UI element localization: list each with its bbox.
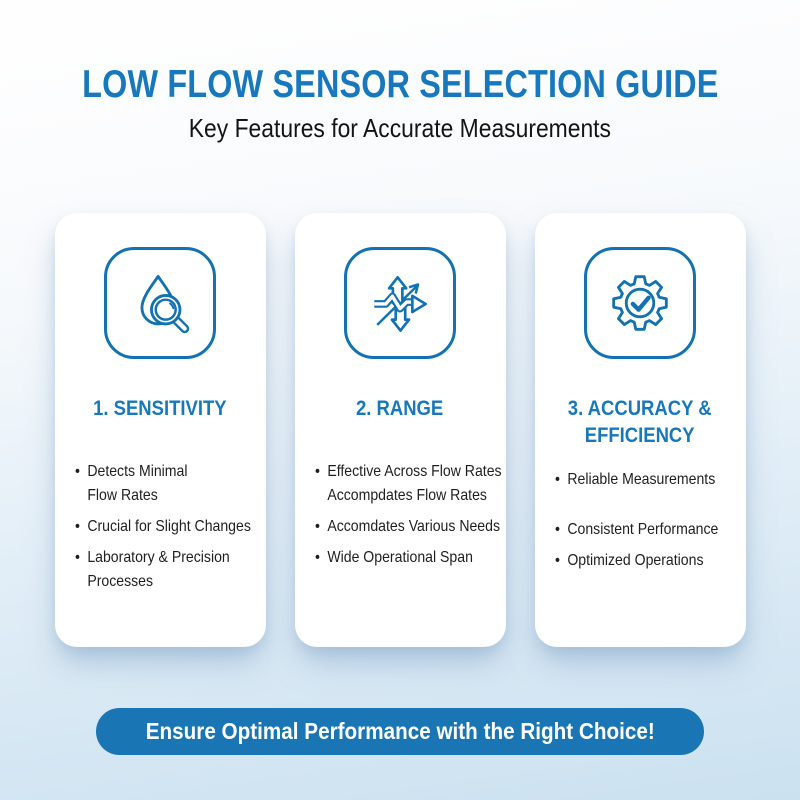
multi-directional-arrows-icon (344, 247, 456, 359)
bullet-list: Effective Across Flow Rates Accompdates … (315, 460, 502, 570)
gear-checkmark-icon-svg (612, 275, 668, 331)
bullet-list: Detects Minimal Flow Rates Crucial for S… (75, 460, 262, 594)
bullet-list: Reliable Measurements Consistent Perform… (555, 468, 742, 573)
bullet-item: Effective Across Flow Rates Accompdates … (315, 460, 502, 508)
water-drop-magnifier-icon (104, 247, 216, 359)
card-title: 2. RANGE (309, 395, 492, 422)
page-title-text: LOW FLOW SENSOR SELECTION GUIDE (81, 63, 719, 106)
card-accuracy-efficiency: 3. ACCURACY & EFFICIENCY Reliable Measur… (534, 213, 746, 647)
bullet-item: Optimized Operations (555, 549, 742, 573)
card-title-text: 2. RANGE (356, 397, 444, 420)
card-sensitivity: 1. SENSITIVITY Detects Minimal Flow Rate… (54, 213, 266, 647)
bullet-item: Laboratory & Precision Processes (75, 546, 262, 594)
card-title: 3. ACCURACY & EFFICIENCY (549, 395, 732, 450)
feature-cards-row: 1. SENSITIVITY Detects Minimal Flow Rate… (0, 213, 800, 647)
gear-checkmark-icon (584, 247, 696, 359)
card-title-text: 3. ACCURACY & EFFICIENCY (568, 397, 712, 448)
bullet-item: Reliable Measurements (555, 468, 742, 492)
cta-banner-text: Ensure Optimal Performance with the Righ… (145, 718, 655, 744)
bullet-item: Accomdates Various Needs (315, 515, 502, 539)
water-drop-magnifier-icon-svg (140, 274, 190, 334)
cta-banner[interactable]: Ensure Optimal Performance with the Righ… (96, 708, 704, 755)
card-title: 1. SENSITIVITY (69, 395, 252, 422)
page-title: LOW FLOW SENSOR SELECTION GUIDE (0, 63, 800, 107)
bullet-item: Crucial for Slight Changes (75, 515, 262, 539)
multi-directional-arrows-icon-svg (374, 276, 427, 332)
bullet-item: Wide Operational Span (315, 546, 502, 570)
card-title-text: 1. SENSITIVITY (93, 397, 227, 420)
bullet-item: Consistent Performance (555, 518, 742, 542)
page-subtitle: Key Features for Accurate Measurements (0, 112, 800, 144)
header: LOW FLOW SENSOR SELECTION GUIDE Key Feat… (0, 63, 800, 144)
bullet-item: Detects Minimal Flow Rates (75, 460, 262, 508)
card-range: 2. RANGE Effective Across Flow Rates Acc… (294, 213, 506, 647)
page-subtitle-text: Key Features for Accurate Measurements (188, 112, 612, 143)
